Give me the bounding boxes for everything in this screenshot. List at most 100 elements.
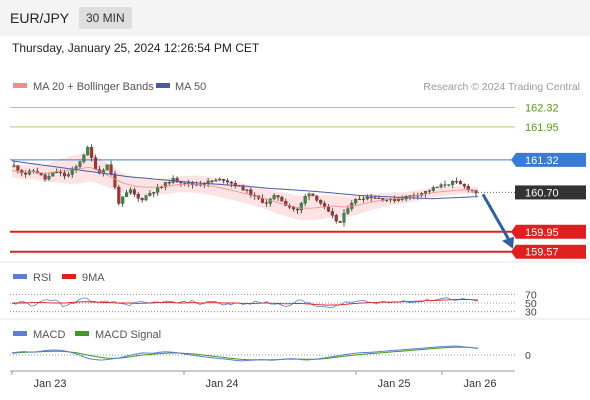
key-levels: 162.32 161.95 161.32 160.70 159.95 159.57 [10, 102, 586, 259]
candle-body [121, 196, 125, 204]
candle-body [466, 186, 470, 191]
candle-body [93, 157, 98, 170]
macd-zero-label: 0 [525, 350, 531, 362]
candle-body [423, 190, 428, 194]
candle-body [152, 192, 156, 194]
currency-pair-title: EUR/JPY [10, 10, 70, 26]
macd-legend-label: MACD [33, 329, 65, 341]
candle-body [276, 195, 280, 198]
candle-body [357, 198, 362, 200]
candle-body [125, 192, 129, 197]
candle-body [361, 198, 365, 200]
rsi-ma-legend-swatch [62, 274, 76, 279]
candle-body [369, 196, 373, 198]
candle-body [55, 171, 59, 174]
rsi-ma-line [12, 299, 479, 306]
candle-body [326, 206, 331, 212]
candle-body [128, 189, 133, 193]
candle-body [427, 190, 431, 192]
bollinger-legend-label: MA 20 + Bollinger Bands [33, 81, 154, 93]
candle-body [365, 196, 369, 200]
candle-body [431, 187, 435, 191]
macd-panel: 0 [10, 345, 531, 362]
rsi-level-label: 70 [525, 289, 537, 301]
x-axis-label: Jan 26 [463, 378, 496, 390]
candle-body [218, 178, 222, 181]
candle-body [400, 198, 404, 200]
candle-body [78, 161, 82, 167]
candle-body [144, 195, 148, 201]
candle-body [175, 178, 179, 182]
support-level-tag [511, 244, 586, 259]
candle-body [12, 165, 16, 167]
candle-body [342, 213, 346, 223]
candle-body [373, 197, 377, 199]
candle-body [187, 182, 191, 184]
candle-body [408, 195, 412, 197]
forecast-arrow-shaft [481, 193, 512, 243]
candle-body [330, 211, 334, 216]
candle-body [210, 180, 214, 182]
x-axis-label: Jan 25 [377, 378, 410, 390]
candle-body [455, 181, 459, 183]
rsi-ma-legend-label: 9MA [82, 272, 105, 284]
rsi-level-label: 30 [525, 307, 537, 319]
forecast-arrow-head [502, 236, 514, 249]
ma50-legend-label: MA 50 [175, 81, 206, 93]
candle-body [264, 202, 268, 204]
candle-body [62, 172, 67, 177]
candle-body [474, 190, 478, 194]
candle-body [319, 200, 323, 204]
candle-body [86, 147, 90, 156]
rsi-legend-swatch [13, 274, 27, 279]
candle-body [462, 183, 466, 187]
candle-body [268, 198, 272, 204]
candle-body [439, 184, 443, 188]
timeframe-badge[interactable]: 30 MIN [79, 7, 132, 29]
timestamp: Thursday, January 25, 2024 12:26:54 PM C… [12, 41, 260, 55]
candle-body [51, 172, 55, 177]
candle-body [47, 176, 51, 180]
candle-body [156, 187, 160, 193]
candle-body [109, 164, 113, 174]
candle-body [132, 189, 136, 195]
macd-signal-legend-label: MACD Signal [95, 329, 161, 341]
candle-body [90, 147, 94, 158]
candle-body [214, 179, 218, 182]
candle-body [451, 181, 455, 185]
rsi-line [11, 297, 479, 308]
rsi-level-label: 50 [525, 298, 537, 310]
candle-body [346, 208, 350, 214]
bollinger-band-area [12, 153, 478, 221]
candle-body [43, 174, 47, 180]
candle-body [222, 178, 226, 181]
candle-body [291, 207, 296, 210]
candle-body [435, 186, 439, 188]
candle-body [447, 184, 451, 186]
current-price-label: 160.70 [525, 187, 559, 199]
candle-body [334, 215, 338, 222]
candle-body [59, 171, 63, 174]
candle-body [396, 198, 400, 201]
rsi-legend-label: RSI [33, 272, 51, 284]
candle-body [229, 181, 233, 184]
candle-body [323, 203, 327, 207]
candle-body [183, 182, 187, 184]
resistance-level-label: 161.95 [525, 122, 559, 134]
watermark: Research © 2024 Trading Central [423, 81, 580, 93]
candle-body [299, 203, 303, 211]
ma50-line [11, 160, 479, 200]
candle-body [311, 193, 315, 197]
chart-header: EUR/JPY 30 MIN [0, 0, 590, 36]
macd-signal-legend-swatch [75, 331, 89, 336]
candle-body [260, 198, 265, 203]
candle-body [24, 172, 28, 175]
x-axis-label: Jan 24 [205, 378, 238, 390]
candle-body [458, 181, 463, 185]
candle-body [148, 193, 152, 196]
support-level-tag [511, 224, 586, 239]
support-level-label: 159.95 [525, 227, 559, 239]
bollinger-band [12, 153, 478, 221]
